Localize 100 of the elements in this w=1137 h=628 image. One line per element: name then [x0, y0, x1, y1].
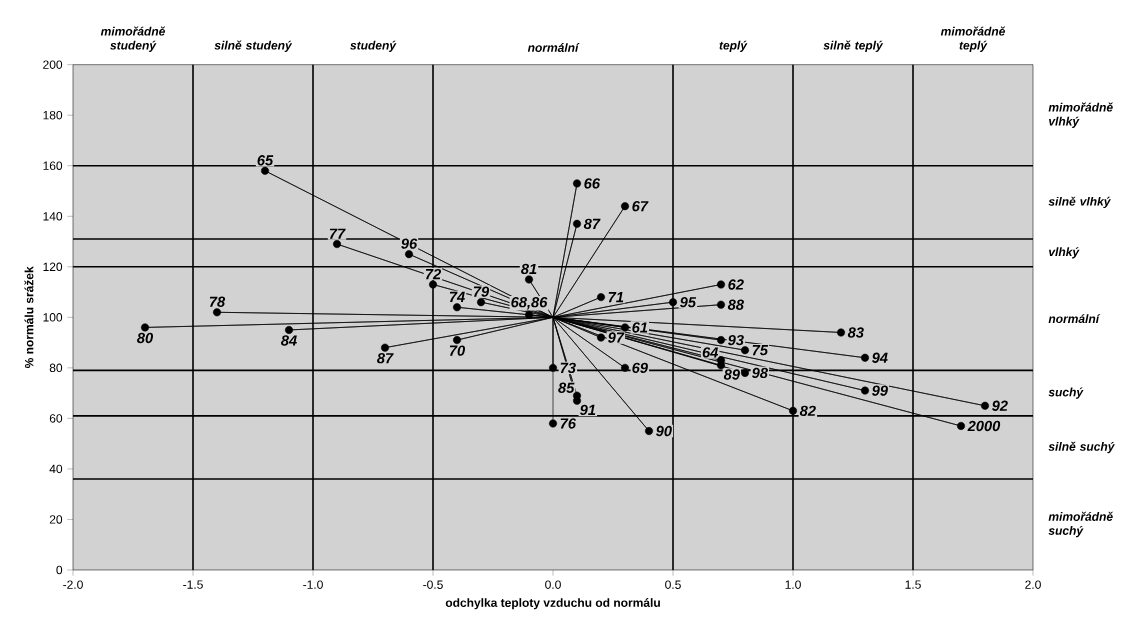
point [381, 343, 390, 352]
annotation: 75 [752, 345, 769, 356]
text: studený [350, 40, 397, 52]
annotation: 68,86 [511, 296, 548, 310]
annotation: 78 [209, 296, 226, 307]
y-tick-label: 180 [43, 110, 63, 120]
point [621, 202, 630, 211]
point [717, 336, 726, 345]
text: vlhký [1049, 247, 1080, 259]
text: mimořádně studený [100, 26, 166, 52]
text: mimořádně teplý [940, 26, 1006, 52]
point [573, 219, 582, 228]
annotation: 73 [560, 362, 576, 374]
y-tick-label: 20 [49, 515, 63, 524]
annotation: 79 [473, 286, 490, 297]
x-tick-label: 1.5 [905, 580, 921, 589]
y-tick-label: 140 [43, 212, 63, 221]
text: mimořádně vlhký [1048, 102, 1113, 128]
annotation: 76 [560, 418, 577, 429]
annotation: 62 [728, 279, 744, 290]
annotation: 94 [872, 352, 888, 363]
annotation: 85 [558, 382, 575, 393]
annotation: 67 [632, 200, 649, 212]
annotation: 81 [521, 263, 537, 275]
x-tick-label: 1.0 [785, 580, 801, 589]
point [981, 401, 990, 410]
point [549, 363, 558, 372]
annotation: 93 [728, 334, 744, 346]
y-tick-label: 120 [43, 262, 63, 272]
annotation: 98 [752, 367, 768, 379]
annotation: 87 [583, 218, 601, 230]
annotation: 2000 [967, 420, 1001, 432]
text: normální [527, 43, 580, 52]
point [717, 300, 726, 309]
point [669, 298, 678, 307]
annotation: 83 [847, 327, 864, 338]
annotation: 72 [425, 268, 442, 280]
annotation: 80 [137, 332, 154, 344]
annotation: 96 [401, 238, 418, 249]
annotation: 71 [608, 292, 624, 303]
x-tick-label: -1.0 [303, 580, 323, 589]
point [453, 336, 462, 345]
point [525, 275, 534, 284]
point [285, 325, 294, 334]
x-tick-label: -0.5 [423, 580, 443, 589]
x-tick-label: 0.0 [545, 580, 561, 589]
annotation: 95 [680, 297, 697, 308]
y-axis-title: % normálu srážek [24, 266, 34, 369]
point [453, 303, 462, 312]
x-tick-label: 2.0 [1025, 580, 1041, 589]
annotation: 99 [872, 385, 888, 396]
annotation: 84 [281, 335, 297, 346]
y-tick-label: 40 [49, 464, 63, 474]
text: mimořádně suchý [1048, 511, 1113, 538]
x-tick-label: -1.5 [183, 580, 203, 589]
text: silně suchý [1048, 441, 1115, 454]
point [261, 166, 270, 175]
point [621, 363, 630, 372]
y-tick-label: 0 [56, 565, 63, 575]
text: suchý [1048, 387, 1084, 399]
annotation: 91 [580, 404, 596, 416]
annotation: 64 [702, 347, 719, 358]
annotation: 69 [632, 362, 648, 374]
point [717, 361, 726, 370]
point [477, 298, 486, 307]
annotation: 88 [727, 299, 744, 310]
point [573, 179, 582, 188]
point [525, 310, 534, 319]
point [645, 427, 654, 436]
point [861, 386, 870, 395]
point [405, 250, 414, 259]
y-tick-label: 160 [43, 161, 63, 170]
text: silně studený [214, 40, 293, 52]
point [741, 368, 750, 377]
x-tick-label: -2.0 [63, 580, 83, 589]
annotation: 97 [608, 332, 625, 343]
point [141, 323, 150, 332]
point [957, 421, 966, 430]
point [549, 419, 558, 428]
annotation: 89 [723, 369, 740, 380]
annotation: 66 [584, 178, 601, 189]
x-axis-title: odchylka teploty vzduchu od normálu [445, 598, 660, 610]
text: normální [1048, 314, 1101, 324]
text: teplý [719, 40, 748, 52]
y-tick-label: 60 [49, 414, 63, 423]
text: silně vlhký [1048, 196, 1111, 209]
point [213, 308, 222, 317]
annotation: 82 [799, 405, 816, 417]
point [837, 328, 846, 337]
annotation: 74 [449, 291, 465, 302]
point [597, 293, 606, 302]
y-tick-label: 80 [49, 363, 63, 373]
annotation: 92 [992, 400, 1008, 411]
annotation: 77 [329, 228, 346, 239]
point [741, 346, 750, 355]
annotation: 61 [632, 322, 648, 333]
annotation: 87 [377, 352, 394, 364]
annotation: 90 [656, 425, 672, 437]
point [621, 323, 630, 332]
y-tick-label: 100 [43, 313, 63, 322]
